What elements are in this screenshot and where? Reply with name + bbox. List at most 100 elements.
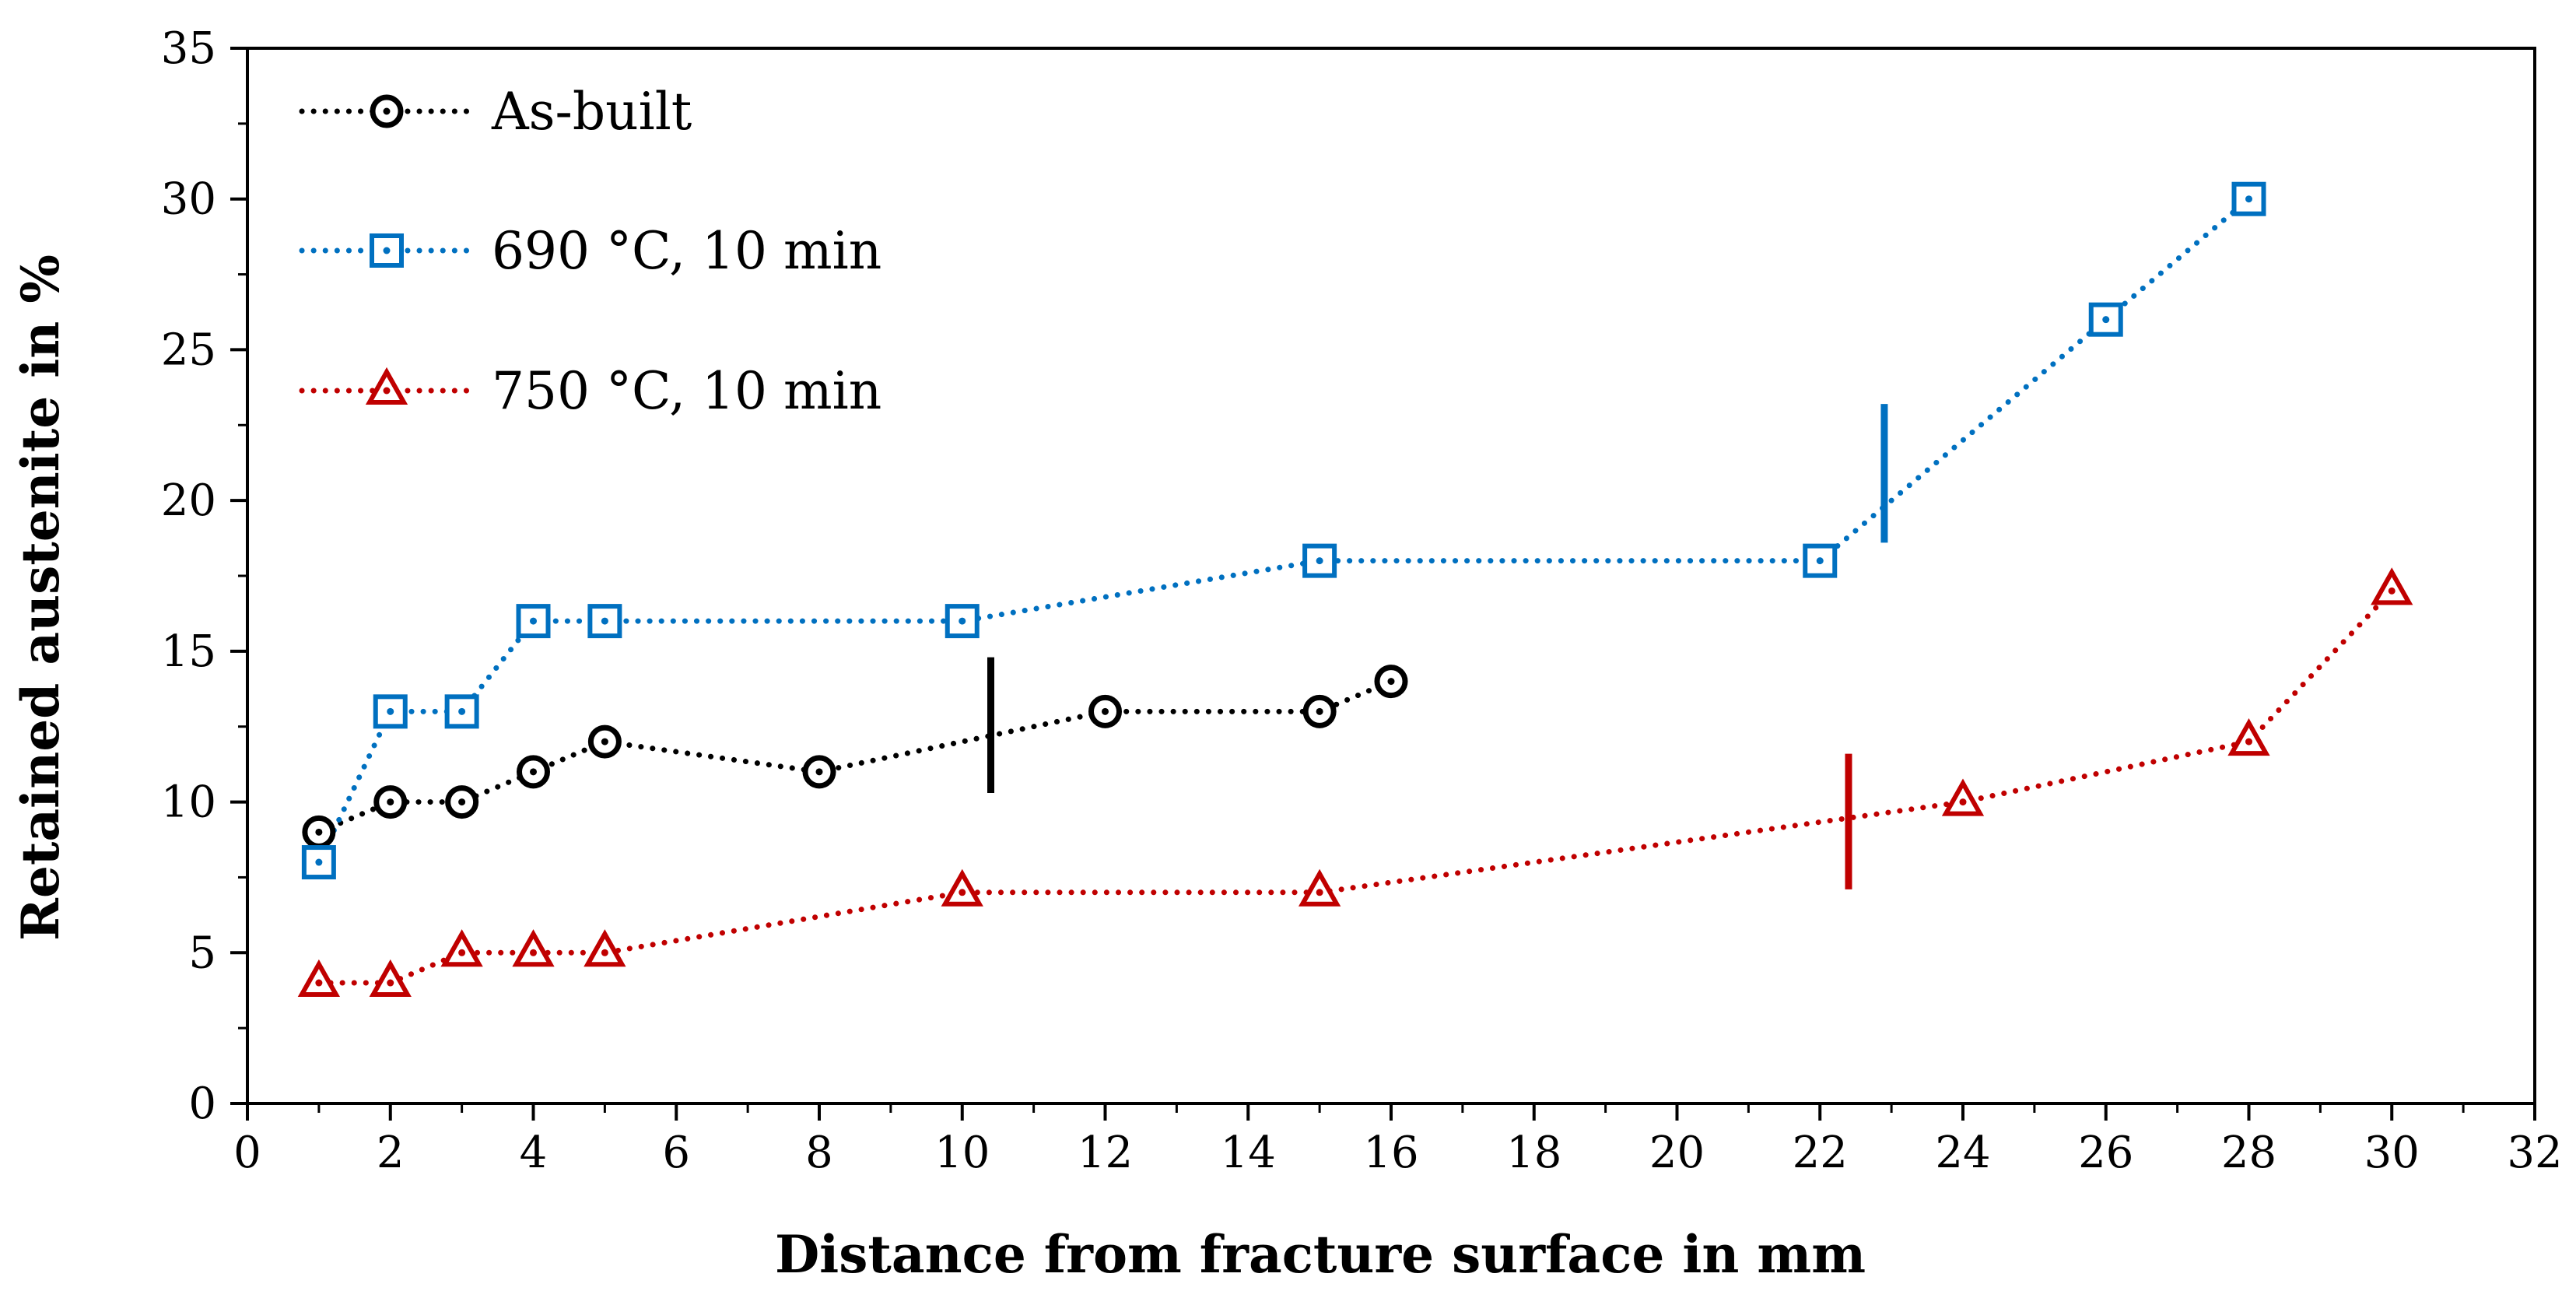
data-point (297, 959, 341, 998)
legend: As-built 690 °C, 10 min 750 °C, 10 min (299, 82, 881, 421)
y-tick-label: 0 (188, 1079, 216, 1129)
data-point (587, 724, 622, 759)
legend-marker (370, 94, 404, 128)
marker-center-dot (959, 889, 966, 896)
series-line-1 (316, 196, 2252, 865)
x-tick-label: 8 (805, 1128, 833, 1178)
data-point (440, 929, 483, 967)
data-point (2231, 181, 2266, 216)
y-tick-label: 10 (161, 777, 216, 828)
data-point (444, 694, 479, 729)
data-point (2088, 302, 2123, 337)
data-point (302, 815, 336, 849)
data-point (584, 929, 626, 967)
marker-center-dot (2245, 195, 2252, 203)
marker-center-dot (601, 949, 608, 956)
data-point (516, 604, 551, 639)
data-point (517, 755, 550, 789)
data-point (1088, 694, 1122, 728)
x-tick-label: 30 (2364, 1128, 2420, 1178)
marker-center-dot (315, 979, 323, 987)
data-point (1302, 543, 1337, 578)
x-tick-label: 24 (1935, 1128, 1990, 1178)
x-tick-label: 12 (1078, 1128, 1133, 1178)
x-tick-label: 22 (1793, 1128, 1848, 1178)
marker-center-dot (315, 858, 323, 866)
data-point (945, 604, 980, 639)
x-tick-label: 26 (2078, 1128, 2133, 1178)
marker-square (444, 694, 479, 729)
ticks: 0 2 4 6 8 10 12 14 16 18 20 22 24 26 28 30 3205101520253… (161, 23, 2563, 1178)
y-tick-label: 15 (161, 626, 216, 677)
x-tick-label: 20 (1649, 1128, 1705, 1178)
marker-center-dot (1959, 798, 1967, 806)
plot-marks (297, 181, 2413, 998)
marker-center-dot (2388, 587, 2396, 595)
x-tick-label: 0 (233, 1128, 261, 1178)
x-tick-label: 2 (377, 1128, 405, 1178)
data-point (1302, 694, 1337, 728)
x-tick-label: 32 (2507, 1128, 2562, 1178)
marker-center-dot (530, 617, 537, 625)
data-point (587, 604, 622, 639)
marker-center-dot (530, 949, 537, 956)
legend-entry-1: 690 °C, 10 min (299, 221, 881, 281)
marker-center-dot (1102, 707, 1109, 715)
marker-center-dot (530, 768, 537, 776)
marker-center-dot (315, 828, 323, 836)
marker-center-dot (1316, 557, 1323, 565)
legend-label: As-built (491, 82, 692, 142)
data-point (373, 694, 408, 729)
x-tick-label: 28 (2221, 1128, 2276, 1178)
marker-center-dot (601, 617, 608, 625)
marker-center-dot (458, 707, 466, 715)
marker-center-dot (815, 768, 823, 776)
marker-center-dot (2102, 316, 2110, 324)
y-tick-label: 25 (161, 324, 216, 375)
data-point (802, 755, 836, 789)
data-point (1941, 778, 1985, 816)
legend-label: 690 °C, 10 min (492, 221, 881, 281)
x-tick-label: 16 (1363, 1128, 1418, 1178)
y-tick-label: 30 (161, 174, 216, 225)
marker-center-dot (387, 798, 394, 806)
data-point (1374, 665, 1408, 699)
marker-square (1803, 543, 1838, 578)
marker-center-dot (1816, 557, 1824, 565)
marker-center-dot (601, 738, 608, 745)
marker-square (945, 604, 980, 639)
legend-entry-0: As-built (299, 82, 692, 142)
marker-center-dot (1316, 707, 1323, 715)
marker-center-dot (383, 387, 391, 395)
marker-center-dot (383, 247, 391, 254)
data-point (512, 929, 555, 967)
x-axis-title: Distance from fracture surface in mm (775, 1224, 1866, 1285)
marker-center-dot (387, 707, 394, 715)
marker-center-dot (383, 107, 391, 115)
x-tick-label: 4 (520, 1128, 548, 1178)
marker-center-dot (458, 798, 466, 806)
legend-marker (370, 233, 404, 268)
data-point (445, 785, 479, 819)
data-point (301, 845, 336, 880)
data-point (373, 785, 408, 819)
marker-center-dot (1387, 678, 1395, 686)
x-tick-label: 18 (1506, 1128, 1561, 1178)
data-point (1298, 868, 1341, 907)
x-tick-label: 14 (1221, 1128, 1276, 1178)
y-tick-label: 5 (188, 928, 216, 978)
marker-center-dot (2245, 738, 2252, 745)
y-axis-title: Retained austenite in % (10, 254, 71, 941)
data-point (2371, 567, 2413, 605)
legend-entry-2: 750 °C, 10 min (299, 361, 881, 421)
data-point (1803, 543, 1838, 578)
y-tick-label: 35 (161, 23, 216, 74)
series-line-2 (316, 588, 2395, 986)
y-tick-label: 20 (161, 475, 216, 526)
x-tick-label: 6 (662, 1128, 690, 1178)
data-point (369, 959, 412, 998)
data-point (2227, 717, 2270, 756)
marker-center-dot (387, 979, 394, 987)
x-tick-label: 10 (934, 1128, 990, 1178)
